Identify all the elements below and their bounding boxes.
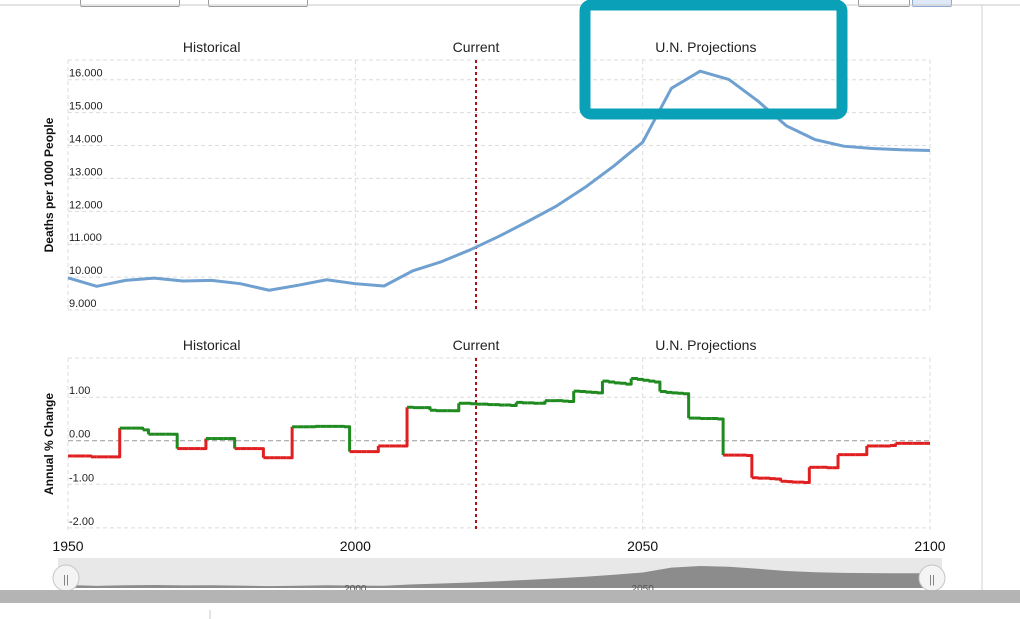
annual-change-step <box>746 454 754 478</box>
annual-change-step <box>619 381 627 385</box>
range-button-3[interactable] <box>858 0 910 7</box>
annual-change-section-label: Historical <box>183 337 241 353</box>
annual-change-step <box>113 428 122 459</box>
death-rate-ytick-label: 14.000 <box>69 134 103 146</box>
navigator-area <box>68 566 930 588</box>
annual-change-panel: -2.00 -1.00 0.00 1.00 Historical Current U.N. … <box>42 337 931 530</box>
annual-change-ytick-label: -1.00 <box>69 472 94 484</box>
annual-change-labels: -2.00 -1.00 0.00 1.00 Historical Current U.N. … <box>42 337 756 528</box>
annual-change-section-label: Current <box>453 337 500 353</box>
annual-change-step <box>372 445 380 454</box>
navigator-tick-label: 2050 <box>632 584 655 595</box>
death-rate-ytick-label: 10.000 <box>69 265 103 277</box>
range-button-4[interactable] <box>912 0 952 7</box>
annual-change-step <box>602 379 610 383</box>
annual-change-step <box>832 454 840 470</box>
x-tick-label: 2100 <box>914 538 945 554</box>
annual-change-step <box>257 447 265 458</box>
annual-change-step <box>136 426 145 430</box>
death-rate-ytick-label: 9.000 <box>69 298 97 310</box>
annual-change-step <box>228 437 237 449</box>
annual-change-step <box>401 407 409 448</box>
annual-change-step <box>631 376 639 380</box>
death-rate-labels: 9.000 10.000 11.000 12.000 13.000 14.000 15.00… <box>42 39 756 310</box>
annual-change-step <box>682 392 691 419</box>
highlight-box <box>579 0 848 120</box>
x-tick-label: 1950 <box>52 538 83 554</box>
x-tick-label: 2050 <box>627 538 658 554</box>
annual-change-step <box>625 378 633 386</box>
death-rate-ytick-label: 16.000 <box>69 68 103 80</box>
navigator-handle-left[interactable]: || <box>52 564 80 592</box>
navigator-handle-left-glyph: || <box>63 574 69 586</box>
annual-change-step <box>453 403 461 413</box>
annual-change-step <box>861 445 869 457</box>
annual-change-marks <box>68 358 930 530</box>
death-rate-panel: 9.000 10.000 11.000 12.000 13.000 14.000 15.00… <box>42 39 931 311</box>
annual-change-step <box>200 438 208 451</box>
annual-change-step <box>774 477 783 482</box>
annual-change-step <box>654 380 662 392</box>
horizontal-scrollbar[interactable] <box>0 590 1020 603</box>
navigator-tick-label: 2000 <box>344 584 367 595</box>
annual-change-ytick-label: 1.00 <box>69 385 90 397</box>
death-rate-ylabel: Deaths per 1000 People <box>42 117 56 252</box>
annual-change-step <box>803 467 811 485</box>
annual-change-step <box>567 391 576 404</box>
x-axis: 1950 2000 2050 2100 <box>52 538 945 554</box>
death-rate-series-line <box>67 69 931 292</box>
annual-change-step <box>142 428 150 435</box>
annual-change-step <box>424 406 432 411</box>
annual-change-step <box>171 432 179 449</box>
annual-change-step <box>596 381 604 395</box>
annual-change-ylabel: Annual % Change <box>42 393 56 495</box>
range-button-2[interactable] <box>208 0 308 7</box>
annual-change-ytick-label: -2.00 <box>69 516 94 528</box>
annual-change-step <box>286 426 294 460</box>
annual-change-step <box>85 454 93 458</box>
death-rate-marks <box>67 60 931 310</box>
annual-change-step <box>636 377 645 381</box>
death-rate-ytick-label: 15.000 <box>69 101 103 113</box>
annual-change-step <box>889 443 898 448</box>
navigator-labels: 2000 2050 <box>344 584 654 595</box>
annual-change-step <box>608 380 616 384</box>
annual-change-step <box>539 400 547 405</box>
death-rate-ytick-label: 12.000 <box>69 199 103 211</box>
annual-change-ytick-label: 0.00 <box>69 429 90 441</box>
death-rate-section-label: Historical <box>183 39 241 55</box>
death-rate-section-label: U.N. Projections <box>655 39 756 55</box>
annual-change-step <box>717 417 725 456</box>
navigator-handle-right[interactable]: || <box>918 564 946 592</box>
navigator[interactable]: 2000 2050 || || <box>52 558 946 595</box>
annual-change-step <box>659 390 668 394</box>
death-rate-ytick-label: 11.000 <box>69 232 102 244</box>
death-rate-section-label: Current <box>453 39 500 55</box>
death-rate-grid <box>67 59 931 311</box>
range-button-1[interactable] <box>80 0 180 7</box>
annual-change-section-label: U.N. Projections <box>655 337 756 353</box>
annual-change-step <box>648 379 656 383</box>
death-rate-ytick-label: 13.000 <box>69 166 103 178</box>
navigator-handle-right-glyph: || <box>929 574 935 586</box>
x-tick-label: 2000 <box>340 538 371 554</box>
annual-change-grid <box>67 357 931 530</box>
annual-change-step <box>642 378 650 382</box>
annual-change-step <box>343 425 352 452</box>
